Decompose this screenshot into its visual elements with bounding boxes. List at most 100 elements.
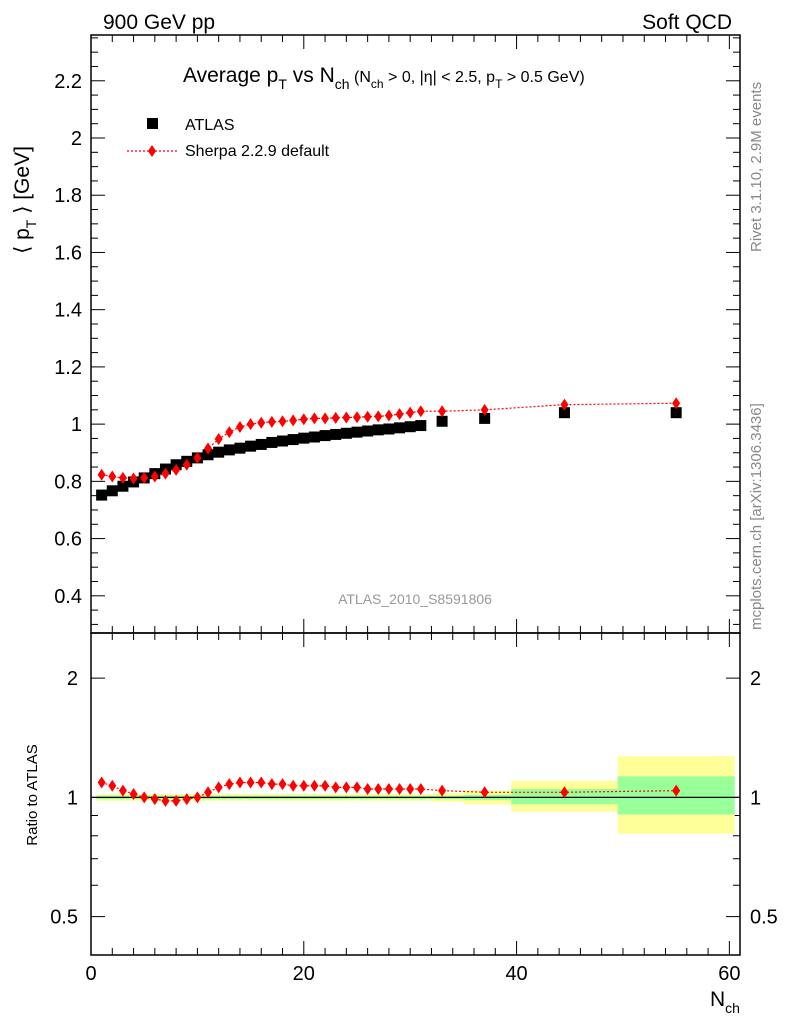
ratio-y-tick-label-right: 0.5 xyxy=(750,907,778,929)
main-axis-ticks: 0.4 0.6 0.8 1 1.2 1.4 1.6 1.8 2 2.2 xyxy=(54,35,740,633)
sherpa-point xyxy=(384,409,393,422)
ratio-sherpa-point xyxy=(289,779,298,792)
title-part-a: Average p xyxy=(183,64,278,87)
ratio-sherpa-point xyxy=(246,776,255,789)
atlas-point xyxy=(287,434,299,446)
ratio-sherpa-point xyxy=(225,778,234,791)
ratio-sherpa-point xyxy=(161,794,170,807)
title-sub-a: T xyxy=(278,76,287,92)
ratio-sherpa-point xyxy=(560,786,569,799)
sherpa-point xyxy=(672,397,681,410)
y-tick-label: 0.4 xyxy=(54,586,82,608)
xlabel-main: N xyxy=(710,988,725,1011)
atlas-point xyxy=(394,422,406,434)
sherpa-point xyxy=(108,470,117,483)
y-tick-label: 0.8 xyxy=(54,471,82,493)
sherpa-point xyxy=(204,442,213,455)
ratio-sherpa-point xyxy=(299,779,308,792)
sherpa-point xyxy=(214,433,223,446)
ratio-sherpa-point xyxy=(672,784,681,797)
sherpa-point xyxy=(289,414,298,427)
ratio-sherpa-point xyxy=(342,781,351,794)
mcplots-label: mcplots.cern.ch [arXiv:1306.3436] xyxy=(748,403,765,630)
y-axis-label: ⟨ pT ⟩ [GeV] xyxy=(11,146,39,254)
ratio-y-tick-label-right: 1 xyxy=(750,787,761,809)
atlas-point xyxy=(308,431,320,443)
sherpa-point xyxy=(406,406,415,419)
y-tick-label: 1.4 xyxy=(54,300,82,322)
sherpa-point xyxy=(331,411,340,424)
atlas-point xyxy=(372,424,384,436)
ratio-sherpa-point xyxy=(321,779,330,792)
ratio-sherpa-point xyxy=(395,782,404,795)
sherpa-point xyxy=(161,467,170,480)
sherpa-point xyxy=(416,405,425,418)
x-tick-label: 20 xyxy=(293,963,315,985)
atlas-point xyxy=(415,420,427,432)
analysis-watermark: ATLAS_2010_S8591806 xyxy=(338,591,492,607)
ratio-sherpa-point xyxy=(235,776,244,789)
atlas-point xyxy=(106,485,118,497)
ratio-sherpa-point xyxy=(480,786,489,799)
sherpa-point xyxy=(182,458,191,471)
ratio-sherpa-point xyxy=(150,793,159,806)
sherpa-point xyxy=(257,416,266,429)
title-part-c: (N xyxy=(350,69,371,86)
y-tick-label: 2.2 xyxy=(54,71,82,93)
atlas-point xyxy=(213,446,225,458)
sherpa-point xyxy=(299,413,308,426)
ratio-y-tick-label: 2 xyxy=(67,668,78,690)
xlabel-sub: ch xyxy=(725,1000,740,1016)
ratio-y-axis-label: Ratio to ATLAS xyxy=(24,744,41,845)
sherpa-point xyxy=(118,471,127,484)
ratio-sherpa-point xyxy=(204,786,213,799)
ratio-y-tick-label-right: 2 xyxy=(750,668,761,690)
atlas-point xyxy=(319,430,331,442)
title-part-d: > 0, |η| < 2.5, p xyxy=(384,69,496,86)
ratio-sherpa-point xyxy=(416,782,425,795)
ylabel-sub: T xyxy=(23,219,39,228)
x-tick-label: 60 xyxy=(718,963,740,985)
ratio-sherpa-point xyxy=(352,781,361,794)
sherpa-point xyxy=(193,451,202,464)
ratio-sherpa-point xyxy=(118,784,127,797)
x-axis-label: Nch xyxy=(710,988,740,1016)
y-tick-label: 1 xyxy=(71,414,82,436)
ratio-axis-ticks: 0 20 40 60 0.5 0.5 1 1 2 2 xyxy=(50,633,778,985)
header-right: Soft QCD xyxy=(642,11,732,34)
sherpa-point xyxy=(352,411,361,424)
atlas-point xyxy=(202,449,214,461)
atlas-point xyxy=(670,407,682,419)
sherpa-point xyxy=(310,412,319,425)
x-tick-label: 0 xyxy=(85,963,96,985)
sherpa-point xyxy=(438,405,447,418)
sherpa-point xyxy=(172,463,181,476)
ratio-sherpa-point xyxy=(193,791,202,804)
atlas-point xyxy=(277,435,289,447)
atlas-point xyxy=(558,407,570,419)
ylabel-part-a: ⟨ p xyxy=(11,228,34,254)
y-tick-label: 2 xyxy=(71,128,82,150)
y-tick-label: 1.6 xyxy=(54,242,82,264)
ratio-sherpa-point xyxy=(172,794,181,807)
atlas-point xyxy=(362,425,374,437)
ratio-uncertainty-bands xyxy=(96,756,735,834)
ratio-sherpa-point xyxy=(108,779,117,792)
ratio-sherpa-point xyxy=(310,779,319,792)
rivet-label: Rivet 3.1.10, 2.9M events xyxy=(748,82,765,252)
title-part-e: > 0.5 GeV) xyxy=(502,69,584,86)
sherpa-point xyxy=(395,408,404,421)
atlas-point xyxy=(479,412,491,424)
atlas-point xyxy=(255,438,267,450)
atlas-point xyxy=(96,489,108,501)
sherpa-point xyxy=(374,410,383,423)
atlas-point xyxy=(298,432,310,444)
atlas-point xyxy=(351,426,363,438)
sherpa-point xyxy=(560,398,569,411)
ratio-sherpa-point xyxy=(182,793,191,806)
ratio-sherpa-point xyxy=(384,782,393,795)
ratio-sherpa-point xyxy=(140,791,149,804)
sherpa-point xyxy=(342,411,351,424)
header-left: 900 GeV pp xyxy=(103,11,215,34)
sherpa-point xyxy=(235,420,244,433)
